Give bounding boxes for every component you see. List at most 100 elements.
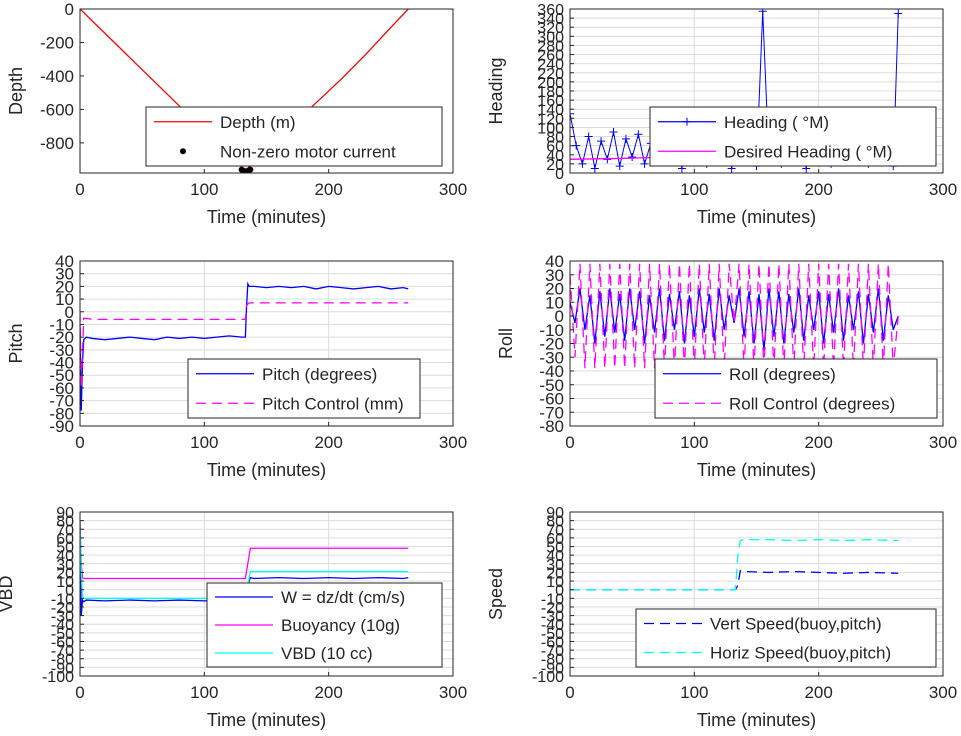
y-tick-label: 140 [537, 102, 564, 119]
y-axis-label: VBD [0, 575, 16, 612]
y-tick-label: -40 [539, 362, 564, 381]
y-tick-label: 0 [65, 0, 74, 19]
y-tick-label: -80 [541, 652, 564, 669]
y-tick-label: 70 [56, 522, 74, 539]
y-tick-label: -60 [541, 634, 564, 651]
legend-entry: Non-zero motor current [180, 142, 396, 161]
y-tick-label: 0 [555, 307, 564, 326]
y-tick-label: 40 [546, 148, 564, 165]
y-tick-label: 0 [555, 583, 564, 600]
legend: Depth (m) Non-zero motor current [145, 106, 443, 167]
x-tick-label: 100 [190, 180, 218, 199]
y-tick-label: 10 [55, 290, 74, 309]
legend: Vert Speed(buoy,pitch) Horiz Speed(buoy,p… [635, 608, 937, 668]
legend-label: VBD (10 cc) [281, 644, 373, 663]
y-tick-label: -800 [40, 134, 74, 153]
legend-entry: Pitch Control (mm) [196, 394, 404, 413]
y-tick-label: -70 [539, 403, 564, 422]
y-tick-label: 20 [55, 277, 74, 296]
y-tick-label: 20 [546, 157, 564, 174]
x-tick-label: 0 [565, 683, 574, 702]
series-line [80, 524, 409, 599]
legend-label: Heading ( °M) [724, 113, 829, 132]
axes-box [79, 260, 454, 427]
legend-box [649, 106, 937, 167]
x-tick-label: 0 [565, 433, 574, 452]
legend-label: Depth (m) [220, 113, 296, 132]
y-tick-label: 40 [545, 252, 564, 271]
data-point [609, 128, 618, 136]
x-tick-label: 200 [314, 180, 342, 199]
series-line [80, 302, 409, 388]
y-tick-label: -30 [51, 609, 74, 626]
y-tick-label: -60 [51, 634, 74, 651]
legend-box [187, 358, 421, 419]
y-tick-label: 10 [56, 574, 74, 591]
y-tick-label: 40 [55, 252, 74, 271]
legend-box [635, 608, 937, 668]
legend-entry: Pitch (degrees) [196, 365, 377, 384]
legend-box [145, 106, 443, 167]
y-tick-label: -60 [539, 390, 564, 409]
y-tick-label: 70 [546, 522, 564, 539]
series-line [80, 520, 409, 580]
y-tick-label: 20 [56, 565, 74, 582]
series-group [80, 281, 409, 411]
legend-entry: Vert Speed(buoy,pitch) [644, 615, 882, 634]
y-tick-label: -20 [51, 600, 74, 617]
data-point [894, 9, 903, 18]
x-tick-label: 100 [680, 433, 708, 452]
y-tick-label: -100 [532, 669, 564, 686]
y-tick-label: -80 [49, 404, 74, 423]
chart-heading: 0204060801001201401601802002202402602803… [486, 2, 957, 227]
y-tick-label: 360 [537, 2, 564, 19]
x-tick-label: 200 [804, 433, 832, 452]
x-tick-label: 300 [439, 683, 467, 702]
y-axis-label: Pitch [6, 323, 26, 363]
y-tick-label: 0 [65, 583, 74, 600]
x-tick-label: 0 [75, 683, 84, 702]
y-tick-label: 0 [555, 166, 564, 183]
y-tick-label: -400 [40, 67, 74, 86]
y-tick-label: -20 [541, 600, 564, 617]
y-tick-label: -30 [541, 609, 564, 626]
y-tick-label: 50 [546, 540, 564, 557]
data-point [621, 134, 630, 143]
data-point [584, 132, 593, 141]
legend-label: Pitch (degrees) [262, 365, 377, 384]
y-tick-label: 80 [546, 130, 564, 147]
series-line [570, 288, 899, 351]
y-tick-label: -90 [49, 417, 74, 436]
legend-entry: VBD (10 cc) [215, 644, 373, 663]
legend-entry: Horiz Speed(buoy,pitch) [644, 644, 891, 663]
x-axis-label: Time (minutes) [697, 207, 816, 227]
legend-entry: Heading ( °M) [658, 113, 829, 132]
x-tick-label: 0 [75, 180, 84, 199]
legend-label: Non-zero motor current [220, 142, 396, 161]
data-point [634, 130, 643, 139]
axes-box [79, 511, 454, 677]
legend-label: Buoyancy (10g) [281, 616, 400, 635]
y-tick-label: -20 [49, 328, 74, 347]
y-tick-label: -600 [40, 100, 74, 119]
y-tick-label: 30 [55, 265, 74, 284]
y-tick-label: 100 [537, 120, 564, 137]
y-tick-label: -10 [541, 591, 564, 608]
data-point [247, 166, 254, 173]
x-tick-label: 100 [680, 683, 708, 702]
legend: Roll (degrees) Roll Control (degrees) [654, 358, 938, 419]
y-tick-label: 120 [537, 111, 564, 128]
series-line [570, 538, 899, 591]
legend-label: Desired Heading ( °M) [724, 142, 892, 161]
x-tick-label: 100 [680, 180, 708, 199]
series-group [570, 538, 899, 591]
y-tick-label: 180 [537, 84, 564, 101]
y-tick-label: 10 [546, 574, 564, 591]
y-tick-label: -10 [49, 315, 74, 334]
y-tick-label: 280 [537, 38, 564, 55]
legend-label: Horiz Speed(buoy,pitch) [710, 644, 891, 663]
y-tick-label: 20 [546, 565, 564, 582]
x-axis-label: Time (minutes) [697, 710, 816, 730]
y-tick-label: -40 [49, 354, 74, 373]
